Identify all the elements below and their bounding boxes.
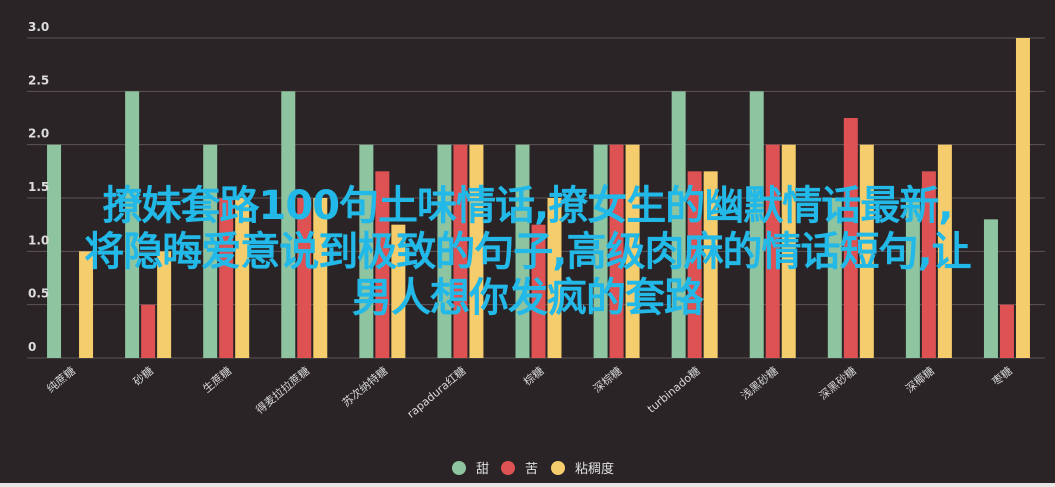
legend-label: 粘稠度 xyxy=(575,461,614,477)
x-tick-label: 生蔗糖 xyxy=(200,364,234,396)
x-tick-label: 苏次纳特糖 xyxy=(339,364,390,410)
bar xyxy=(79,251,94,358)
x-tick-label: rapadura红糖 xyxy=(404,364,468,421)
bar xyxy=(859,144,874,358)
bar xyxy=(703,171,718,358)
bar xyxy=(453,144,468,358)
bar xyxy=(219,198,234,358)
bar xyxy=(609,144,624,358)
x-tick-label: 枣糖 xyxy=(989,364,1015,389)
y-tick-label: 2.0 xyxy=(28,127,49,141)
y-tick-label: 2.5 xyxy=(28,73,49,87)
bar xyxy=(547,198,562,358)
bar xyxy=(983,219,998,358)
bar xyxy=(391,224,406,358)
y-tick-label: 0 xyxy=(28,340,36,354)
x-tick-label: 棕糖 xyxy=(521,364,547,389)
bar xyxy=(905,198,920,358)
bar xyxy=(157,251,172,358)
x-axis-tick-labels: 纯蔗糖 砂糖 生蔗糖 得麦拉拉蔗糖 苏次纳特糖 rapadura红糖 棕糖 深棕糖 turbin… xyxy=(44,364,1015,421)
x-tick-label: 砂糖 xyxy=(130,364,156,389)
legend: 甜 苦 粘稠度 xyxy=(452,461,614,477)
bar xyxy=(937,144,952,358)
bar xyxy=(313,198,328,358)
bar xyxy=(765,144,780,358)
bar xyxy=(469,144,484,358)
legend-marker xyxy=(452,461,466,475)
bar xyxy=(921,171,936,358)
bars xyxy=(47,38,1030,358)
x-tick-label: 浅黑砂糖 xyxy=(738,364,781,403)
bar xyxy=(235,198,250,358)
bar xyxy=(593,144,608,358)
x-tick-label: 得麦拉拉蔗糖 xyxy=(253,364,313,417)
legend-marker xyxy=(501,461,515,475)
legend-marker xyxy=(551,461,565,475)
bar xyxy=(843,118,858,358)
bar xyxy=(47,144,62,358)
y-tick-label: 1.5 xyxy=(28,180,49,194)
bar xyxy=(437,144,452,358)
y-tick-label: 1.0 xyxy=(28,233,49,247)
bar xyxy=(625,144,640,358)
bar xyxy=(1015,38,1030,358)
bar xyxy=(359,144,374,358)
bar xyxy=(749,91,764,358)
bar xyxy=(515,144,530,358)
y-axis-tick-labels: 0 0.5 1.0 1.5 2.0 2.5 3.0 xyxy=(28,20,49,354)
legend-label: 甜 xyxy=(476,461,489,477)
x-tick-label: 深棕糖 xyxy=(590,364,624,396)
bar xyxy=(827,198,842,358)
bar xyxy=(375,171,390,358)
x-tick-label: 深黑砂糖 xyxy=(816,364,859,403)
bar xyxy=(297,198,312,358)
bar xyxy=(687,171,702,358)
bar xyxy=(999,304,1014,358)
x-tick-label: turbinado糖 xyxy=(644,364,702,416)
bar xyxy=(281,91,296,358)
bar xyxy=(781,144,796,358)
bar xyxy=(531,224,546,358)
bar xyxy=(141,304,156,358)
bar xyxy=(671,91,686,358)
legend-label: 苦 xyxy=(525,461,538,477)
bottom-border xyxy=(0,483,1055,487)
x-tick-label: 纯蔗糖 xyxy=(44,364,78,396)
y-tick-label: 0.5 xyxy=(28,287,49,301)
bar xyxy=(203,144,218,358)
bar xyxy=(125,91,140,358)
y-tick-label: 3.0 xyxy=(28,20,49,34)
x-tick-label: 深椰糖 xyxy=(903,364,937,396)
